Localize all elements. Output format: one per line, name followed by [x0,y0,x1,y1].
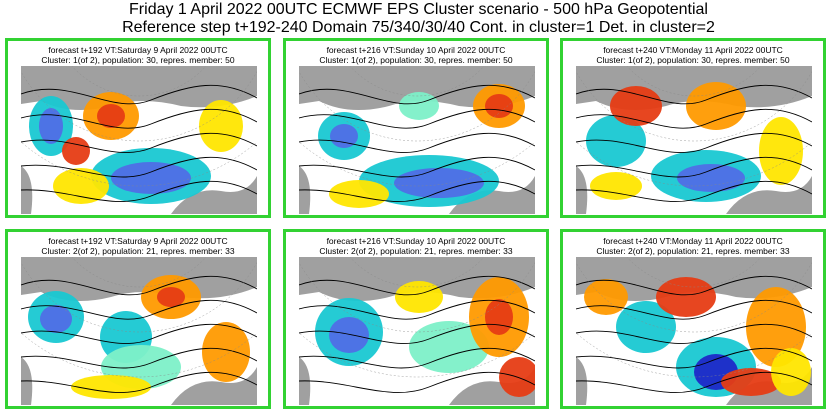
anomaly-shading [199,100,243,152]
latitude-line [626,66,762,97]
anomaly-shading [62,137,90,165]
anomaly-shading [329,180,389,208]
geopotential-contour [299,132,535,153]
anomaly-shading [53,168,109,204]
map-panel-cluster2-t240[interactable]: forecast t+240 VT:Monday 11 April 2022 0… [560,229,826,409]
geopotential-contour [299,156,535,178]
anomaly-shading [395,281,443,313]
panel-cluster-info: Cluster: 2(of 2), population: 21, repres… [41,246,235,256]
latitude-line [71,257,207,288]
geopotential-anomaly-map [576,66,812,214]
latitude-line [626,257,762,288]
geopotential-contour [299,323,535,344]
geopotential-contour [299,299,535,320]
geopotential-contour [576,108,812,129]
anomaly-shading [771,348,811,396]
anomaly-shading [409,321,489,373]
geopotential-contour [576,84,812,105]
anomaly-shading [329,317,369,353]
land-area [726,176,812,214]
panel-caption: forecast t+216 VT:Sunday 10 April 2022 0… [326,236,506,246]
land-area [299,257,535,301]
map-panel-cluster1-t216[interactable]: forecast t+216 VT:Sunday 10 April 2022 0… [283,38,549,218]
anomaly-shading [677,164,745,192]
anomaly-shading [616,301,676,353]
map-panel-cluster2-t216[interactable]: forecast t+216 VT:Sunday 10 April 2022 0… [283,229,549,409]
anomaly-shading [721,368,781,396]
geopotential-contour [576,180,812,202]
anomaly-shading [590,172,642,200]
geopotential-anomaly-map [299,66,535,214]
geopotential-contour [21,84,257,105]
geopotential-contour [21,299,257,320]
anomaly-shading [610,86,662,126]
panel-cluster-info: Cluster: 2(of 2), population: 21, repres… [596,246,790,256]
anomaly-shading [656,277,716,317]
panel-caption: forecast t+216 VT:Sunday 10 April 2022 0… [326,45,506,55]
anomaly-shading [157,287,185,307]
geopotential-anomaly-map [299,257,535,405]
anomaly-shading [97,104,125,128]
anomaly-shading [71,375,151,399]
geopotential-contour [299,84,535,105]
geopotential-contour [21,371,257,393]
panel-cluster-info: Cluster: 2(of 2), population: 21, repres… [319,246,513,256]
anomaly-shading [40,305,72,333]
geopotential-contour [21,156,257,178]
anomaly-shading [759,117,803,185]
geopotential-contour [21,323,257,344]
geopotential-contour [576,347,812,369]
geopotential-contour [576,275,812,296]
geopotential-contour [21,180,257,202]
land-area [171,367,257,405]
map-panel-cluster2-t192[interactable]: forecast t+192 VT:Saturday 9 April 2022 … [5,229,271,409]
anomaly-shading [399,92,439,120]
panel-cluster-info: Cluster: 1(of 2), population: 30, repres… [319,55,513,65]
geopotential-contour [299,108,535,129]
geopotential-contour [299,371,535,393]
geopotential-contour [21,108,257,129]
anomaly-shading [586,115,646,167]
geopotential-contour [21,275,257,296]
land-area [171,176,257,214]
anomaly-shading [202,322,250,382]
panel-cluster-info: Cluster: 1(of 2), population: 30, repres… [596,55,790,65]
map-panel-cluster1-t240[interactable]: forecast t+240 VT:Monday 11 April 2022 0… [560,38,826,218]
geopotential-contour [299,180,535,202]
geopotential-contour [299,347,535,369]
geopotential-anomaly-map [576,257,812,405]
geopotential-contour [21,347,257,369]
geopotential-contour [299,275,535,296]
geopotential-anomaly-map [21,66,257,214]
anomaly-shading [111,162,191,194]
geopotential-contour [21,132,257,153]
anomaly-shading [485,299,513,335]
panel-caption: forecast t+240 VT:Monday 11 April 2022 0… [603,236,783,246]
land-area [21,66,257,110]
geopotential-contour [576,299,812,320]
geopotential-contour [576,156,812,178]
latitude-line [349,257,485,288]
page-subtitle: Reference step t+192-240 Domain 75/340/3… [122,19,715,36]
panel-cluster-info: Cluster: 1(of 2), population: 30, repres… [41,55,235,65]
geopotential-contour [576,371,812,393]
geopotential-contour [576,323,812,344]
panel-caption: forecast t+240 VT:Monday 11 April 2022 0… [603,45,783,55]
map-panel-cluster1-t192[interactable]: forecast t+192 VT:Saturday 9 April 2022 … [5,38,271,218]
latitude-line [71,66,207,97]
anomaly-shading [485,94,513,118]
anomaly-shading [686,82,746,130]
anomaly-shading [330,124,358,148]
latitude-line [349,66,485,97]
anomaly-shading [746,287,806,367]
panel-caption: forecast t+192 VT:Saturday 9 April 2022 … [48,45,228,55]
geopotential-anomaly-map [21,257,257,405]
anomaly-shading [39,108,63,144]
panel-caption: forecast t+192 VT:Saturday 9 April 2022 … [48,236,228,246]
land-area [449,176,535,214]
geopotential-contour [576,132,812,153]
anomaly-shading [584,279,628,315]
page-title: Friday 1 April 2022 00UTC ECMWF EPS Clus… [129,1,708,18]
